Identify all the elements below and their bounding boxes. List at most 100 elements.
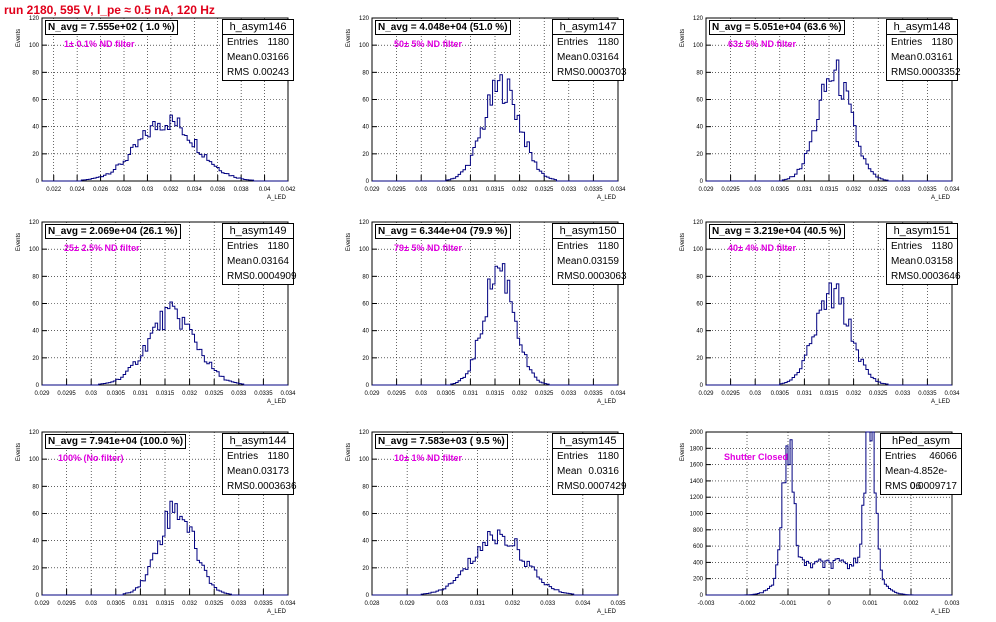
stat-label: Mean [227, 256, 253, 267]
stat-value: 0.03166 [252, 52, 289, 63]
filter-annotation: 79± 5% ND filter [394, 243, 462, 253]
y-axis-label: Events [346, 233, 352, 251]
x-tick-label: 0.033 [561, 187, 577, 193]
x-tick-label: 0.0325 [535, 187, 554, 193]
y-tick-label: 40 [32, 539, 39, 545]
stat-value: 1180 [267, 451, 289, 462]
filter-annotation: 1± 0.1% ND filter [64, 39, 135, 49]
x-tick-label: 0.03 [415, 187, 427, 193]
run-title: run 2180, 595 V, I_pe ≈ 0.5 nA, 120 Hz [4, 3, 215, 17]
x-tick-label: 0.0315 [486, 187, 505, 193]
stat-label: RMS [885, 481, 908, 492]
y-tick-label: 0 [700, 593, 704, 599]
x-axis-label: A_LED [267, 195, 287, 201]
x-tick-label: 0.032 [512, 391, 528, 397]
stat-label: Mean [227, 466, 253, 477]
x-tick-label: 0.0305 [771, 391, 790, 397]
x-tick-label: -0.002 [738, 601, 756, 607]
stat-box: h_asym150 Entries 1180 Mean 0.03159 RMS 0.0003… [552, 223, 627, 285]
x-tick-label: 0.032 [182, 601, 198, 607]
x-tick-label: 0.0335 [254, 391, 273, 397]
x-tick-label: 0.034 [610, 391, 626, 397]
x-tick-label: 0.033 [231, 601, 247, 607]
stat-label: Mean [891, 256, 917, 267]
filter-annotation: 25± 2.5% ND filter [64, 243, 140, 253]
stat-label: Entries [557, 451, 589, 462]
y-tick-label: 40 [696, 329, 703, 335]
filter-annotation: 100% (No filter) [58, 453, 124, 463]
x-tick-label: 0.028 [364, 601, 380, 607]
y-tick-label: 60 [696, 98, 703, 104]
stat-value: 0.03161 [916, 52, 953, 63]
y-tick-label: 60 [696, 302, 703, 308]
histogram-name: h_asym150 [553, 224, 623, 239]
y-tick-label: 0 [36, 593, 40, 599]
x-tick-label: 0.0315 [156, 601, 175, 607]
navg-label: N_avg = 7.555e+02 ( 1.0 %) [45, 20, 178, 35]
stat-label: RMS [557, 481, 580, 492]
histogram-series [372, 263, 618, 386]
histogram-series [372, 74, 618, 182]
histogram-series [372, 529, 618, 596]
x-tick-label: 0.032 [846, 391, 862, 397]
y-tick-label: 120 [29, 430, 40, 436]
x-axis-label: A_LED [931, 609, 951, 615]
y-tick-label: 40 [362, 539, 369, 545]
y-tick-label: 120 [29, 220, 40, 226]
stat-row-rms: RMS 0.0003646 [887, 269, 961, 284]
y-tick-label: 1600 [690, 463, 704, 469]
x-tick-label: 0.029 [34, 601, 50, 607]
stat-box: h_asym149 Entries 1180 Mean 0.03164 RMS 0.0004… [222, 223, 297, 285]
y-tick-label: 20 [696, 356, 703, 362]
x-tick-label: 0.034 [610, 187, 626, 193]
histogram-name: h_asym149 [223, 224, 293, 239]
stat-value: 1180 [597, 451, 619, 462]
x-tick-label: 0.031 [797, 391, 813, 397]
y-tick-label: 0 [366, 383, 370, 389]
x-tick-label: 0.0335 [918, 187, 937, 193]
x-tick-label: 0.026 [93, 187, 109, 193]
stat-row-mean: Mean 0.03159 [553, 254, 623, 269]
x-tick-label: 0.031 [463, 391, 479, 397]
histogram-name: h_asym146 [223, 20, 293, 35]
stat-value: 0.0316 [588, 466, 619, 477]
y-tick-label: 0 [36, 179, 40, 185]
stat-value: 0.03173 [252, 466, 289, 477]
y-tick-label: 0 [700, 383, 704, 389]
x-tick-label: 0.029 [364, 187, 380, 193]
x-tick-label: 0.029 [400, 601, 416, 607]
x-tick-label: 0.03 [749, 391, 761, 397]
stat-box: h_asym147 Entries 1180 Mean 0.03164 RMS 0.0003… [552, 19, 627, 81]
y-tick-label: 60 [362, 98, 369, 104]
stat-value: -4.852e-06 [910, 466, 948, 492]
stat-value: 0.0003703 [579, 67, 627, 78]
x-axis-label: A_LED [267, 399, 287, 405]
x-tick-label: -0.001 [779, 601, 797, 607]
x-tick-label: 0.0325 [869, 391, 888, 397]
y-tick-label: 600 [693, 544, 704, 550]
y-tick-label: 20 [696, 152, 703, 158]
y-tick-label: 100 [359, 457, 370, 463]
x-tick-label: 0 [827, 601, 831, 607]
histogram-name: h_asym145 [553, 434, 623, 449]
y-tick-label: 60 [32, 302, 39, 308]
x-tick-label: 0.035 [610, 601, 626, 607]
stat-label: RMS [557, 67, 580, 78]
stat-label: Entries [227, 37, 259, 48]
x-tick-label: 0.0295 [387, 391, 406, 397]
histogram-name: h_asym144 [223, 434, 293, 449]
stat-value: 1180 [931, 241, 953, 252]
y-tick-label: 120 [359, 220, 370, 226]
stat-value: 0.03158 [916, 256, 953, 267]
navg-label: N_avg = 7.941e+04 (100.0 %) [45, 434, 187, 449]
navg-label: N_avg = 7.583e+03 ( 9.5 %) [375, 434, 508, 449]
stat-label: Mean [557, 466, 583, 477]
y-tick-label: 1400 [690, 479, 704, 485]
x-tick-label: 0.022 [46, 187, 62, 193]
stat-row-entries: Entries 1180 [223, 239, 293, 254]
x-tick-label: 0.029 [698, 391, 714, 397]
x-tick-label: 0.034 [280, 601, 296, 607]
stat-value: 1180 [267, 241, 289, 252]
x-tick-label: 0.001 [862, 601, 878, 607]
